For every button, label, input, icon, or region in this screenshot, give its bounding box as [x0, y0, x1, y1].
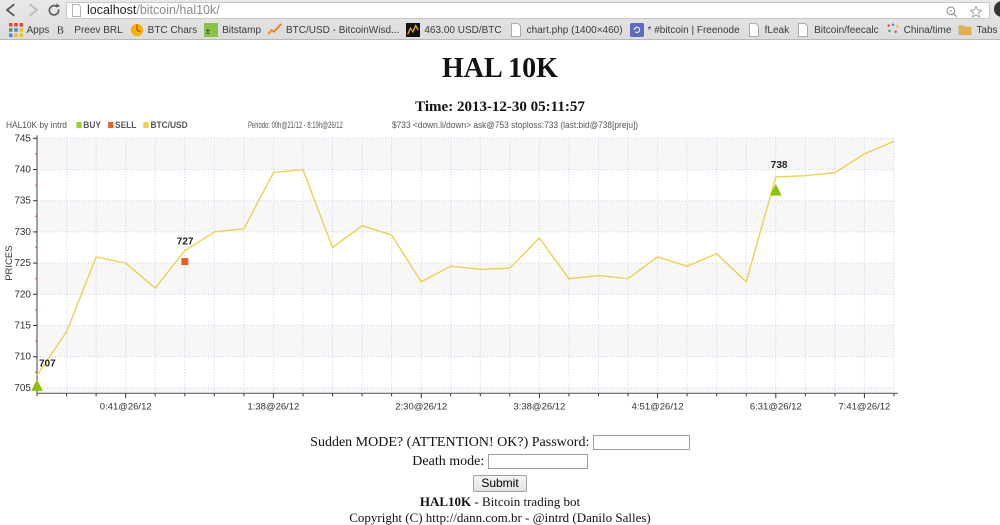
- svg-text:727: 727: [177, 237, 194, 248]
- svg-text:720: 720: [14, 289, 31, 300]
- svg-text:745: 745: [14, 133, 31, 144]
- svg-text:B: B: [57, 26, 64, 37]
- svg-text:725: 725: [14, 258, 31, 269]
- svg-text:710: 710: [14, 352, 31, 363]
- svg-text:740: 740: [14, 165, 31, 176]
- svg-text:6:31@26/12: 6:31@26/12: [750, 401, 802, 412]
- svg-text:738: 738: [771, 160, 788, 171]
- svg-text:PRICES: PRICES: [4, 245, 15, 280]
- svg-text:0:41@26/12: 0:41@26/12: [100, 401, 152, 412]
- svg-text:735: 735: [14, 196, 31, 207]
- svg-text:7:41@26/12: 7:41@26/12: [838, 401, 890, 412]
- svg-text:715: 715: [14, 321, 31, 332]
- svg-text:1:38@26/12: 1:38@26/12: [247, 401, 299, 412]
- svg-text:4:51@26/12: 4:51@26/12: [632, 401, 684, 412]
- svg-text:730: 730: [14, 227, 31, 238]
- svg-text:±: ±: [206, 27, 211, 36]
- svg-text:3:38@26/12: 3:38@26/12: [513, 401, 565, 412]
- svg-text:705: 705: [14, 383, 31, 394]
- svg-text:707: 707: [39, 358, 56, 369]
- svg-text:2:30@26/12: 2:30@26/12: [395, 401, 447, 412]
